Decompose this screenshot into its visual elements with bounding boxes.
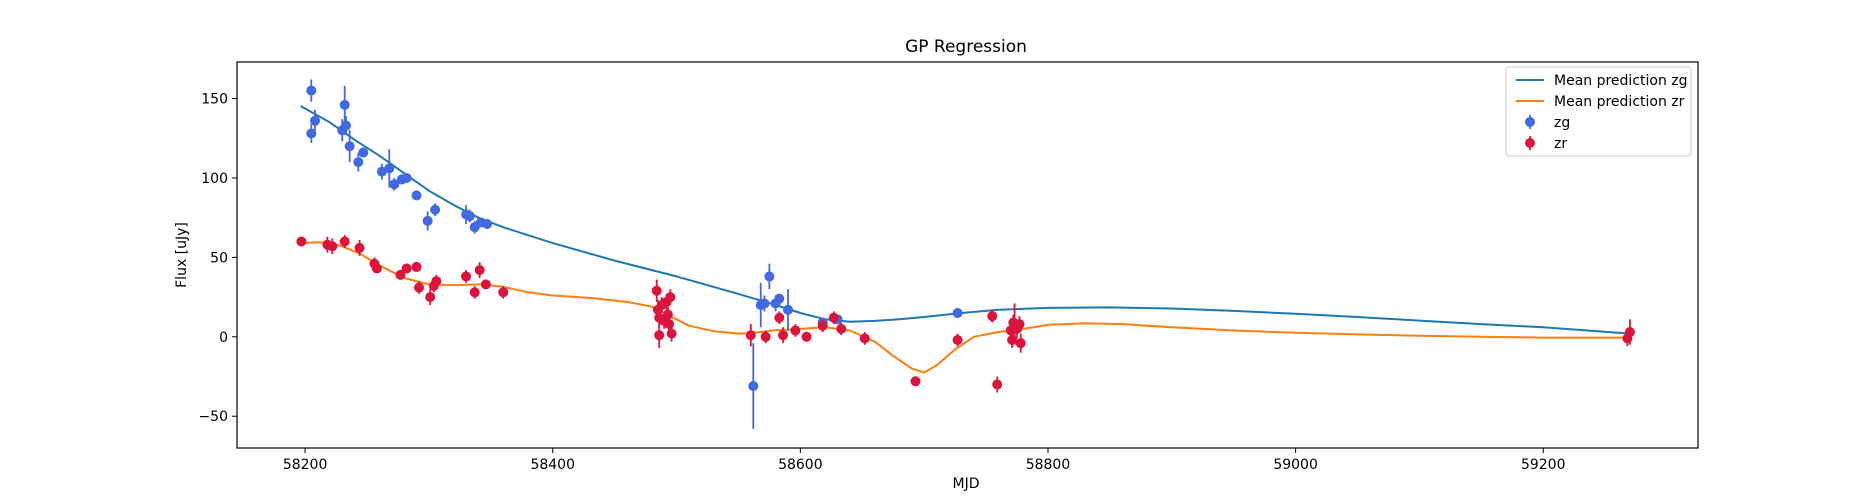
axes-frame	[236, 61, 1699, 449]
data-point-zr	[952, 334, 963, 345]
x-tick-label: 58600	[778, 457, 823, 473]
data-point-zr	[461, 271, 472, 282]
data-point-zr	[801, 331, 812, 342]
legend-box	[1505, 66, 1692, 157]
legend-label: Mean prediction zr	[1554, 94, 1685, 110]
data-point-zr	[1624, 327, 1635, 338]
data-point-zr	[665, 292, 676, 303]
data-point-zr	[654, 330, 665, 341]
data-point-zr	[1014, 319, 1025, 330]
data-point-zr	[910, 376, 921, 387]
data-point-zg	[782, 304, 793, 315]
data-point-zg	[430, 204, 441, 215]
data-point-zr	[666, 328, 677, 339]
data-point-zr	[401, 263, 412, 274]
data-point-zg	[759, 298, 770, 309]
data-point-zr	[431, 276, 442, 287]
x-tick-label: 58800	[1026, 457, 1071, 473]
y-tick-label: 0	[219, 330, 228, 346]
data-point-zr	[395, 269, 406, 280]
data-point-zg	[306, 85, 317, 96]
data-point-zg	[748, 381, 759, 392]
data-point-zg	[952, 307, 963, 318]
data-point-zr	[498, 287, 509, 298]
chart-title: GP Regression	[905, 37, 1027, 57]
data-point-zr	[836, 323, 847, 334]
data-point-zg	[306, 128, 317, 139]
legend-label: Mean prediction zg	[1554, 73, 1688, 89]
data-point-zr	[296, 236, 307, 247]
data-point-zr	[339, 236, 350, 247]
data-point-zg	[764, 271, 775, 282]
data-point-zg	[353, 157, 364, 168]
y-axis-label: Flux [uJy]	[174, 222, 190, 288]
data-point-zg	[464, 211, 475, 222]
data-point-zg	[310, 115, 321, 126]
x-tick-label: 59200	[1521, 457, 1566, 473]
x-axis-label: MJD	[953, 476, 980, 492]
data-point-zr	[662, 309, 673, 320]
data-point-zr	[371, 263, 382, 274]
data-point-zr	[778, 330, 789, 341]
data-point-zr	[1015, 338, 1026, 349]
data-point-zr	[327, 241, 338, 252]
data-point-zr	[480, 279, 491, 290]
data-point-zr	[859, 333, 870, 344]
data-point-zr	[774, 312, 785, 323]
data-point-zr	[1007, 334, 1018, 345]
data-point-zg	[344, 141, 355, 152]
legend-swatch-point	[1525, 117, 1535, 127]
data-point-zr	[987, 311, 998, 322]
data-point-zr	[745, 330, 756, 341]
data-point-zr	[411, 261, 422, 272]
data-point-zr	[474, 265, 485, 276]
data-point-zg	[411, 190, 422, 201]
axis-ticks: 58200 58400 58600 58800 59000 59200 −50 0 50 100 1…	[198, 92, 1565, 473]
y-tick-label: 100	[201, 171, 228, 187]
data-point-zr	[664, 319, 675, 330]
data-point-zg	[340, 120, 351, 131]
data-point-zg	[384, 163, 395, 174]
x-tick-label: 58400	[530, 457, 575, 473]
data-point-zg	[401, 172, 412, 183]
y-tick-label: 150	[201, 92, 228, 108]
data-point-zr	[760, 331, 771, 342]
data-point-zg	[358, 147, 369, 158]
x-tick-label: 59000	[1273, 457, 1318, 473]
data-point-zr	[817, 320, 828, 331]
data-point-zr	[790, 325, 801, 336]
legend-label: zg	[1554, 115, 1570, 131]
data-point-zg	[389, 179, 400, 190]
legend-label: zr	[1554, 136, 1567, 152]
y-tick-label: −50	[198, 409, 228, 425]
data-point-zr	[828, 312, 839, 323]
data-point-zr	[469, 287, 480, 298]
data-point-zg	[339, 99, 350, 110]
data-point-zr	[414, 282, 425, 293]
data-point-zr	[354, 242, 365, 253]
legend: Mean prediction zg Mean prediction zr zg zr	[1505, 66, 1692, 157]
data-point-zr	[425, 292, 436, 303]
data-point-zr	[992, 379, 1003, 390]
y-tick-label: 50	[210, 250, 228, 266]
data-point-zr	[651, 285, 662, 296]
plot-area	[296, 79, 1635, 429]
data-point-zg	[774, 293, 785, 304]
data-point-zg	[422, 215, 433, 226]
x-tick-label: 58200	[283, 457, 328, 473]
data-point-zg	[482, 219, 493, 230]
legend-swatch-point	[1525, 138, 1535, 148]
